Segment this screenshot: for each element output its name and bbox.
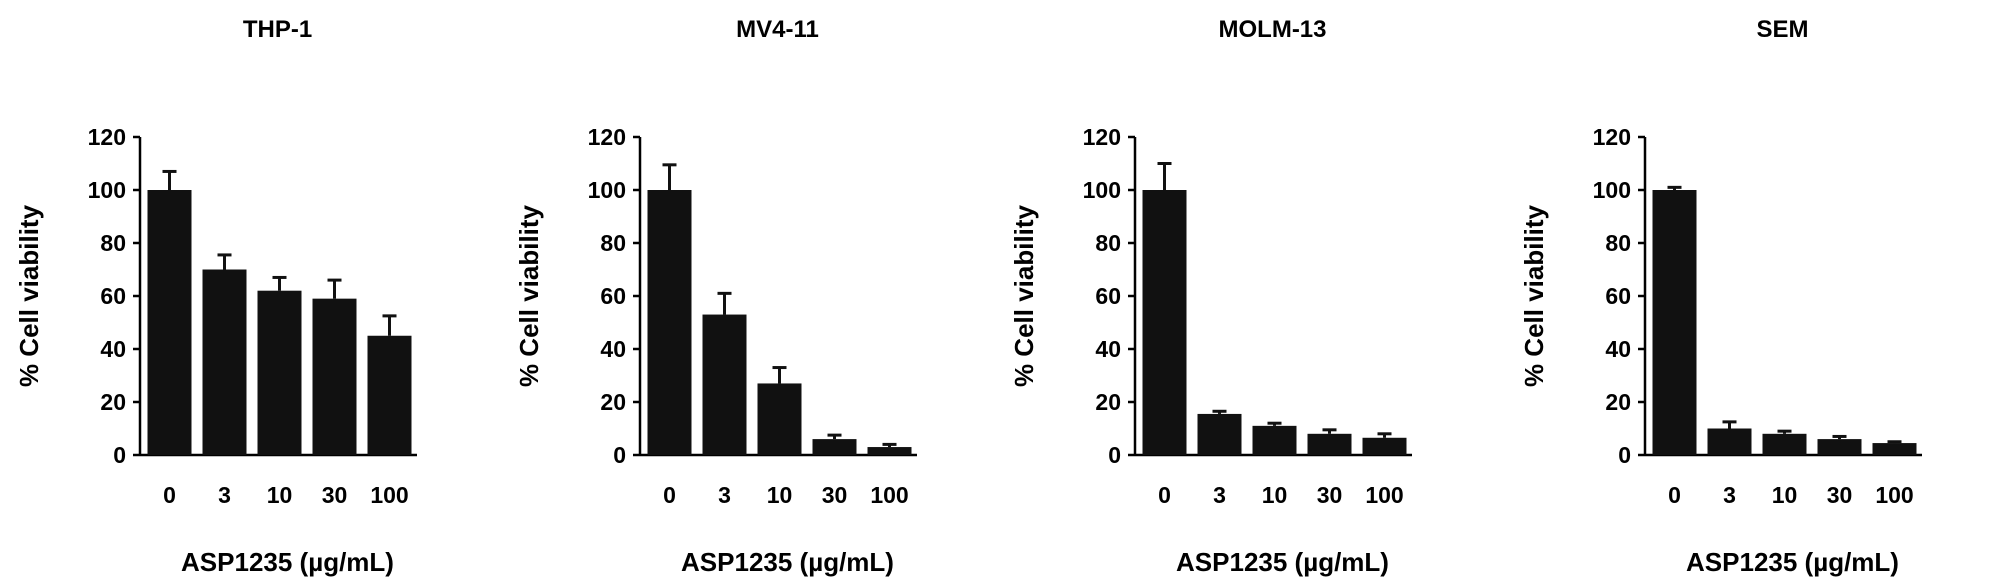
bar-3 xyxy=(1197,413,1242,455)
y-tick-label: 0 xyxy=(1618,442,1631,468)
x-tick-label: 100 xyxy=(1365,482,1403,508)
bar-3 xyxy=(202,269,247,455)
y-axis-label: % Cell viability xyxy=(1009,204,1039,387)
x-axis-label: ASP1235 (µg/mL) xyxy=(181,547,394,577)
x-tick-label: 3 xyxy=(718,482,731,508)
bar-0 xyxy=(1142,190,1187,455)
y-tick-label: 100 xyxy=(1593,177,1631,203)
x-tick-label: 10 xyxy=(267,482,293,508)
y-tick-label: 100 xyxy=(88,177,126,203)
x-tick-label: 30 xyxy=(1317,482,1343,508)
y-tick-label: 0 xyxy=(613,442,626,468)
y-tick-label: 40 xyxy=(1605,336,1631,362)
bar-0 xyxy=(647,190,692,455)
x-tick-label: 10 xyxy=(1772,482,1798,508)
bar-100 xyxy=(1362,437,1407,455)
bar-100 xyxy=(1872,443,1917,455)
y-tick-label: 20 xyxy=(600,389,626,415)
x-tick-label: 100 xyxy=(870,482,908,508)
y-tick-label: 120 xyxy=(88,124,126,150)
bar-100 xyxy=(367,335,412,455)
panel-title: THP-1 xyxy=(243,16,312,43)
y-axis-label: % Cell viability xyxy=(14,204,44,387)
bar-30 xyxy=(1817,439,1862,455)
x-tick-label: 3 xyxy=(1213,482,1226,508)
bar-0 xyxy=(147,190,192,455)
bar-30 xyxy=(1307,433,1352,455)
y-tick-label: 120 xyxy=(1593,124,1631,150)
y-tick-label: 80 xyxy=(600,230,626,256)
x-tick-label: 3 xyxy=(1723,482,1736,508)
x-axis-label: ASP1235 (µg/mL) xyxy=(1686,547,1899,577)
x-tick-label: 10 xyxy=(1262,482,1288,508)
bar-10 xyxy=(257,290,302,455)
y-tick-label: 20 xyxy=(1095,389,1121,415)
x-tick-label: 0 xyxy=(1668,482,1681,508)
y-tick-label: 0 xyxy=(1108,442,1121,468)
y-tick-label: 40 xyxy=(100,336,126,362)
x-axis-label: ASP1235 (µg/mL) xyxy=(1176,547,1389,577)
y-tick-label: 0 xyxy=(113,442,126,468)
y-tick-label: 80 xyxy=(1095,230,1121,256)
bar-30 xyxy=(312,298,357,455)
y-tick-label: 100 xyxy=(1083,177,1121,203)
y-tick-label: 60 xyxy=(1095,283,1121,309)
y-tick-label: 80 xyxy=(100,230,126,256)
bar-3 xyxy=(702,314,747,455)
bar-3 xyxy=(1707,428,1752,455)
x-tick-label: 0 xyxy=(163,482,176,508)
x-tick-label: 100 xyxy=(1875,482,1913,508)
x-tick-label: 30 xyxy=(1827,482,1853,508)
y-tick-label: 20 xyxy=(100,389,126,415)
y-tick-label: 40 xyxy=(1095,336,1121,362)
bar-0 xyxy=(1652,190,1697,455)
bar-10 xyxy=(1252,425,1297,455)
panel-title: MOLM-13 xyxy=(1219,16,1327,43)
x-tick-label: 3 xyxy=(218,482,231,508)
y-axis-label: % Cell viability xyxy=(514,204,544,387)
panel-title: SEM xyxy=(1756,16,1808,43)
bar-100 xyxy=(867,447,912,455)
y-tick-label: 80 xyxy=(1605,230,1631,256)
y-axis-label: % Cell viability xyxy=(1519,204,1549,387)
bar-10 xyxy=(757,383,802,455)
x-tick-label: 100 xyxy=(370,482,408,508)
y-tick-label: 60 xyxy=(600,283,626,309)
panel-title: MV4-11 xyxy=(736,16,819,43)
x-tick-label: 30 xyxy=(822,482,848,508)
x-tick-label: 0 xyxy=(1158,482,1171,508)
y-tick-label: 40 xyxy=(600,336,626,362)
x-tick-label: 10 xyxy=(767,482,793,508)
x-tick-label: 30 xyxy=(322,482,348,508)
x-tick-label: 0 xyxy=(663,482,676,508)
y-tick-label: 60 xyxy=(1605,283,1631,309)
y-tick-label: 20 xyxy=(1605,389,1631,415)
y-tick-label: 120 xyxy=(1083,124,1121,150)
y-tick-label: 60 xyxy=(100,283,126,309)
x-axis-label: ASP1235 (µg/mL) xyxy=(681,547,894,577)
bar-30 xyxy=(812,439,857,455)
y-tick-label: 100 xyxy=(588,177,626,203)
y-tick-label: 120 xyxy=(588,124,626,150)
bar-10 xyxy=(1762,433,1807,455)
